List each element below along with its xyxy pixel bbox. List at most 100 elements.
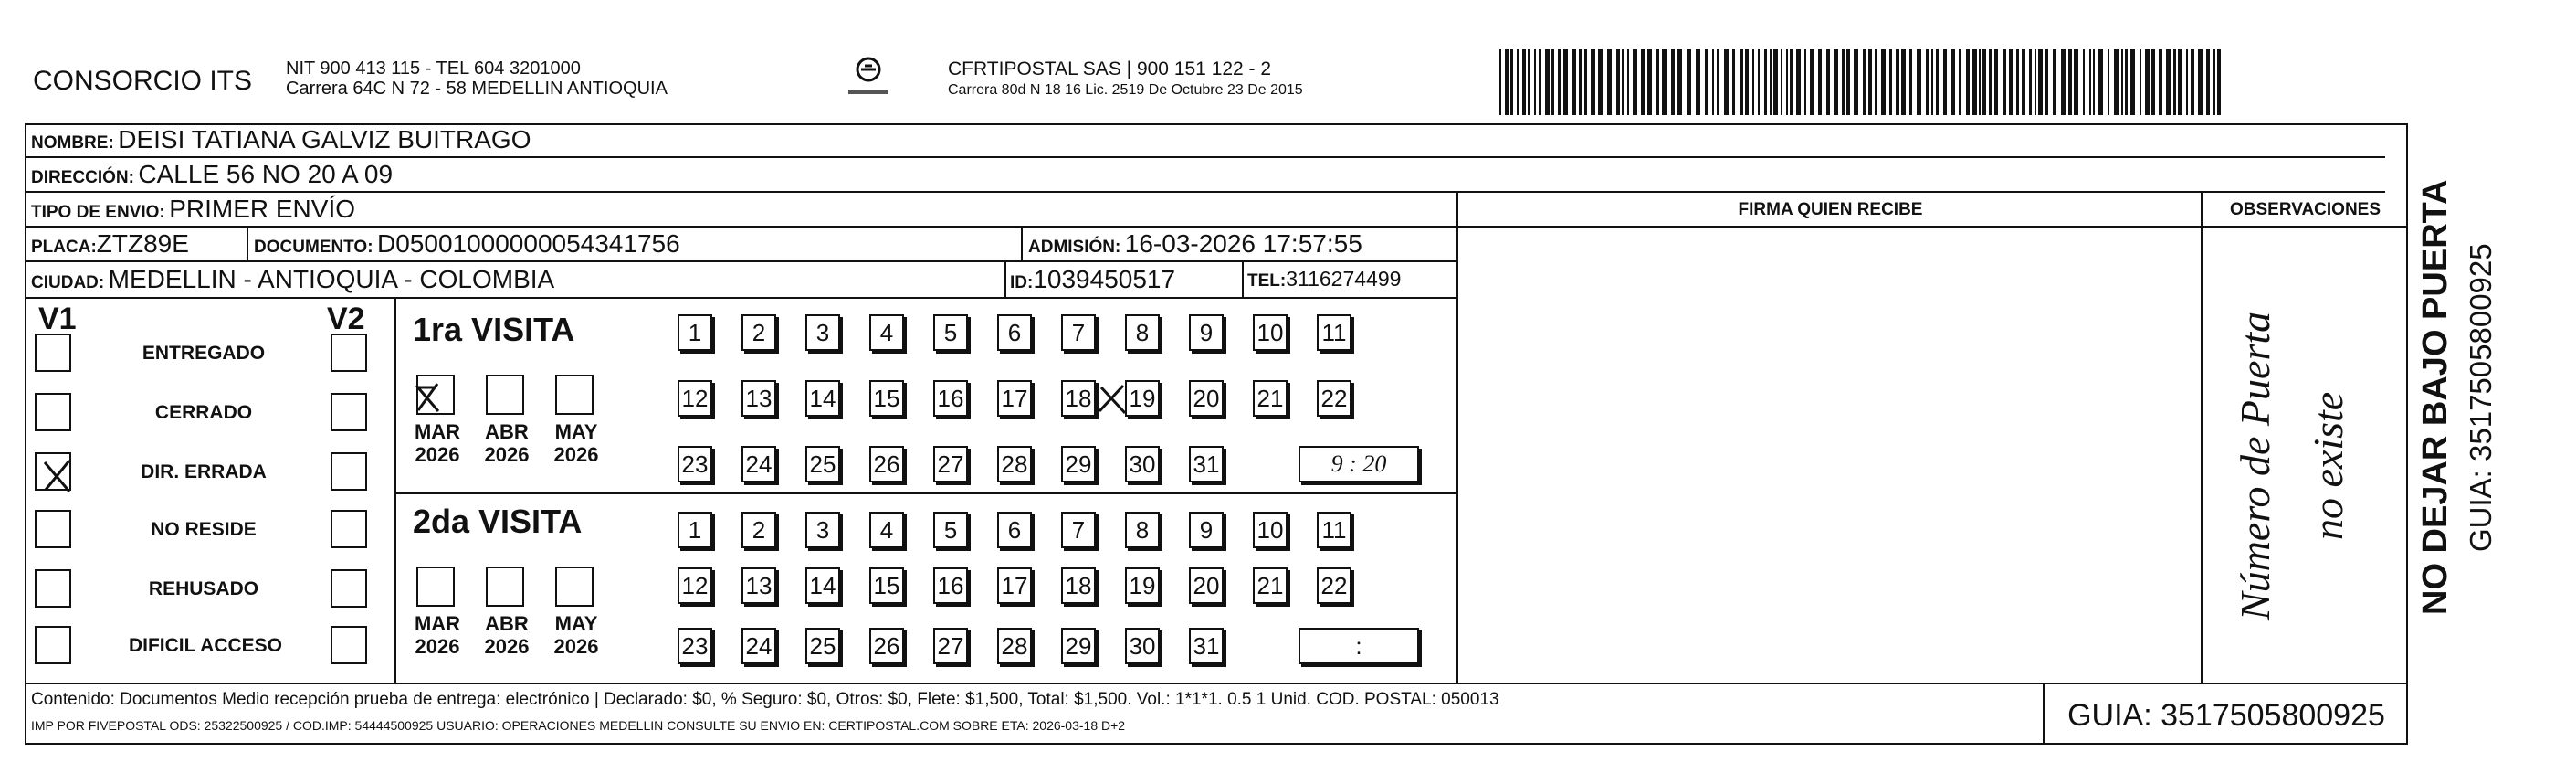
barcode-bar <box>1656 49 1659 115</box>
barcode-bar <box>1712 49 1714 115</box>
day-box: 10 <box>1253 512 1288 548</box>
field-value: MEDELLIN - ANTIOQUIA - COLOMBIA <box>108 265 555 293</box>
day-box: 30 <box>1125 628 1160 664</box>
barcode-bar <box>1926 49 1929 115</box>
field: ID:1039450517 <box>1010 265 1175 294</box>
day-box: 4 <box>869 512 904 548</box>
barcode-bar <box>2022 49 2025 115</box>
month-checkbox <box>416 567 455 607</box>
checkbox <box>35 626 71 664</box>
time-box: 9 : 20 <box>1299 446 1419 482</box>
barcode-bar <box>1810 49 1814 115</box>
day-box: 1 <box>678 314 712 351</box>
day-box: 25 <box>805 446 840 482</box>
field-value: 1039450517 <box>1033 265 1176 293</box>
barcode-bar <box>1499 49 1501 115</box>
logo <box>848 57 888 94</box>
barcode-bar <box>2053 49 2056 115</box>
month: MAR <box>414 612 461 635</box>
side-text: NO DEJAR BAJO PUERTA GUIA: 3517505800925 <box>2413 137 2504 658</box>
month: MAY <box>554 612 598 635</box>
day-box: 7 <box>1061 314 1096 351</box>
barcode-bar <box>1505 49 1509 115</box>
barcode-bar <box>1868 49 1872 115</box>
checkbox <box>331 569 367 608</box>
courier-address: Carrera 80d N 18 16 Lic. 2519 De Octubre… <box>948 82 1303 98</box>
day-box: 13 <box>741 567 776 604</box>
field-label: DOCUMENTO: <box>254 238 373 257</box>
barcode-bar <box>2159 49 2162 115</box>
divider <box>1021 226 1023 262</box>
day-box: 12 <box>678 380 712 417</box>
field-label: NOMBRE: <box>31 133 114 153</box>
month-checkbox <box>486 567 524 607</box>
checkbox <box>331 452 367 491</box>
day-box: 26 <box>869 628 904 664</box>
day-box: 19 <box>1125 567 1160 604</box>
checkbox <box>331 334 367 372</box>
barcode-bar <box>2016 49 2019 115</box>
row <box>25 260 1458 299</box>
barcode-bar <box>1804 49 1806 115</box>
barcode-bar <box>1982 49 1986 115</box>
barcode-bar <box>1909 49 1912 115</box>
barcode-bar <box>1558 49 1561 115</box>
barcode-bar <box>1598 49 1603 115</box>
field-label: ID: <box>1010 273 1034 292</box>
field: CIUDAD: MEDELLIN - ANTIOQUIA - COLOMBIA <box>31 265 554 294</box>
status-option: ENTREGADO <box>142 343 266 364</box>
barcode-bar <box>2151 49 2155 115</box>
barcode-bar <box>1931 49 1933 115</box>
divider <box>1456 191 1458 684</box>
barcode-bar <box>1764 49 1767 115</box>
barcode-bar <box>1979 49 1981 115</box>
field: TEL:3116274499 <box>1247 267 1401 291</box>
day-box: 18 <box>1061 567 1096 604</box>
barcode <box>1499 49 2221 115</box>
field-value: 16-03-2026 17:57:55 <box>1124 229 1362 258</box>
day-box: 2 <box>741 512 776 548</box>
day-box: 27 <box>933 628 968 664</box>
barcode-bar <box>1994 49 1998 115</box>
day-box: 12 <box>678 567 712 604</box>
field: NOMBRE: DEISI TATIANA GALVIZ BUITRAGO <box>31 125 531 154</box>
barcode-bar <box>1579 49 1582 115</box>
barcode-bar <box>1834 49 1838 115</box>
barcode-bar <box>1717 49 1719 115</box>
day-box: 26 <box>869 446 904 482</box>
day-box: 25 <box>805 628 840 664</box>
checkbox <box>35 334 71 372</box>
row <box>25 191 2408 228</box>
row <box>25 156 2385 193</box>
barcode-bar <box>1641 49 1645 115</box>
status-option: DIR. ERRADA <box>141 461 267 482</box>
field-value: CALLE 56 NO 20 A 09 <box>138 160 394 188</box>
year: 2026 <box>415 443 460 466</box>
barcode-bar <box>1633 49 1637 115</box>
day-box: 8 <box>1125 512 1160 548</box>
barcode-bar <box>2145 49 2150 115</box>
day-box: 28 <box>997 446 1032 482</box>
column-header: OBSERVACIONES <box>2229 200 2381 219</box>
divider <box>2203 226 2408 228</box>
barcode-bar <box>2061 49 2066 115</box>
barcode-bar <box>1584 49 1587 115</box>
field-value: D05001000000054341756 <box>377 229 680 258</box>
barcode-bar <box>2206 49 2210 115</box>
field: TIPO DE ENVIO: PRIMER ENVÍO <box>31 195 355 224</box>
side-warning: NO DEJAR BAJO PUERTA <box>2416 179 2455 616</box>
barcode-bar <box>1770 49 1772 115</box>
company-info-line: NIT 900 413 115 - TEL 604 3201000 <box>286 58 581 79</box>
checkbox <box>331 626 367 664</box>
divider <box>2201 191 2203 684</box>
footer-print-info: IMP POR FIVEPOSTAL ODS: 25322500925 / CO… <box>31 718 1126 733</box>
day-box: 8 <box>1125 314 1160 351</box>
barcode-bar <box>1790 49 1793 115</box>
frame <box>25 123 2408 745</box>
barcode-bar <box>1551 49 1554 115</box>
barcode-bar <box>1881 49 1886 115</box>
status-option: NO RESIDE <box>151 519 257 540</box>
barcode-bar <box>1539 49 1541 115</box>
barcode-bar <box>1517 49 1519 115</box>
